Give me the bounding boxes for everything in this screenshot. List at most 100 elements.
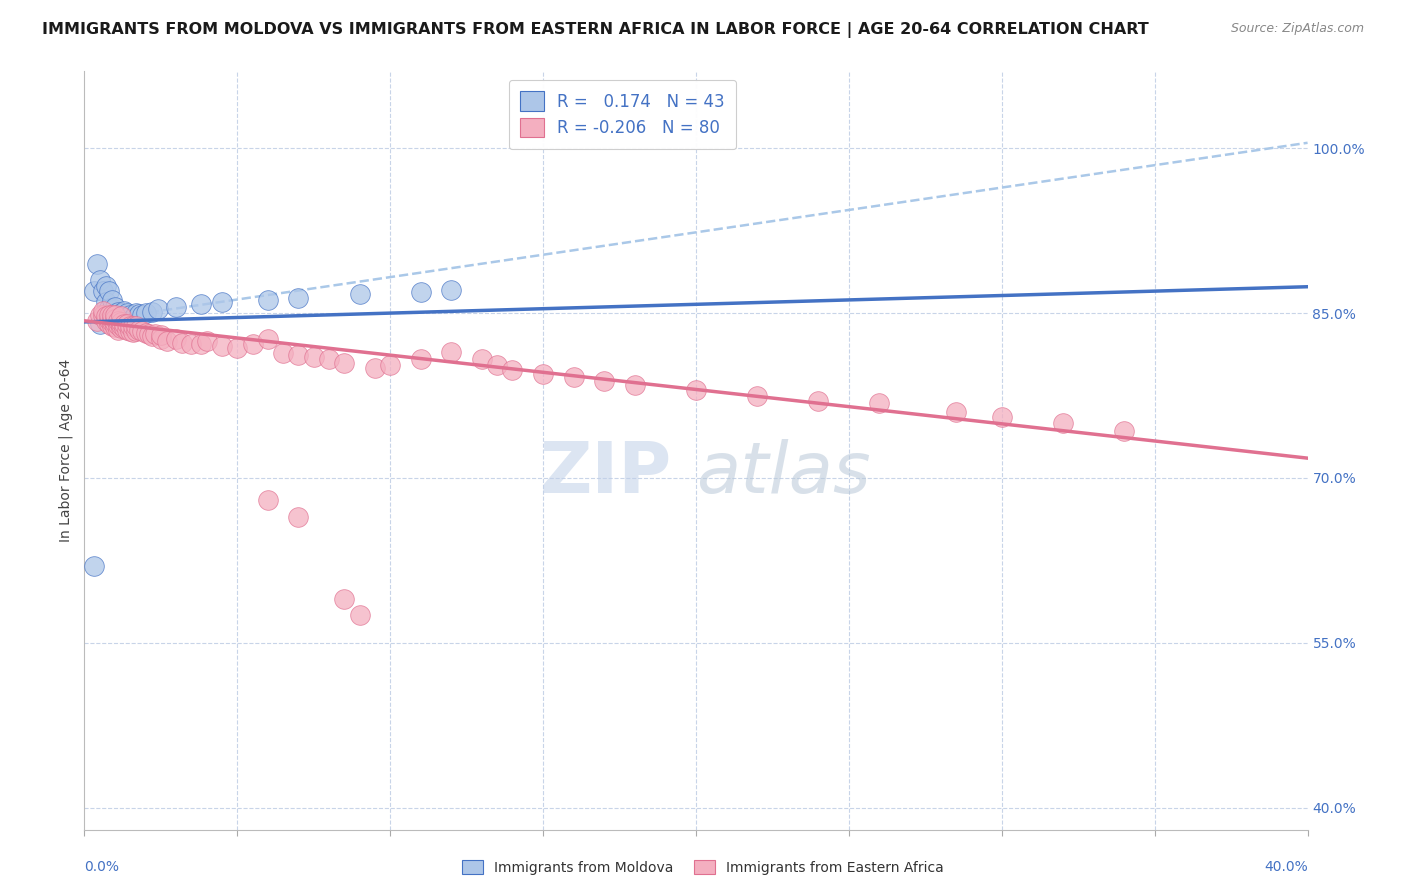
Point [115, 317, 138, 331]
Point [257, 492, 280, 507]
Point [141, 329, 163, 343]
Point [685, 383, 707, 397]
Point [110, 306, 132, 320]
Point [91, 284, 114, 298]
Point [135, 306, 157, 320]
Point [135, 326, 157, 340]
Point [257, 333, 280, 347]
Point [531, 367, 554, 381]
Point [120, 324, 142, 338]
Point [115, 311, 138, 326]
Point [172, 335, 194, 350]
Point [1114, 424, 1136, 438]
Text: atlas: atlas [696, 439, 870, 508]
Point [125, 310, 148, 325]
Point [104, 300, 127, 314]
Point [242, 337, 264, 351]
Point [125, 306, 148, 320]
Point [89, 273, 111, 287]
Point [409, 352, 432, 367]
Point [101, 311, 124, 326]
Point [869, 396, 891, 410]
Point [101, 301, 124, 315]
Point [131, 308, 153, 322]
Point [747, 388, 769, 402]
Point [115, 322, 138, 336]
Point [409, 285, 432, 300]
Point [101, 308, 124, 322]
Point [115, 306, 138, 320]
Point [104, 308, 127, 322]
Point [302, 350, 325, 364]
Point [110, 314, 132, 328]
Point [91, 304, 114, 318]
Point [86, 257, 108, 271]
Point [97, 308, 120, 322]
Point [101, 319, 124, 334]
Point [97, 317, 120, 331]
Point [349, 608, 371, 623]
Point [128, 322, 150, 336]
Point [471, 352, 494, 367]
Point [89, 308, 111, 322]
Point [125, 319, 148, 334]
Point [107, 305, 129, 319]
Text: Source: ZipAtlas.com: Source: ZipAtlas.com [1230, 22, 1364, 36]
Point [110, 321, 132, 335]
Point [257, 293, 280, 307]
Point [156, 334, 179, 348]
Point [94, 310, 117, 324]
Point [440, 344, 463, 359]
Point [94, 295, 117, 310]
Point [190, 337, 212, 351]
Point [101, 315, 124, 329]
Point [165, 300, 187, 314]
Point [486, 358, 509, 372]
Point [91, 308, 114, 322]
Point [120, 314, 142, 328]
Point [120, 308, 142, 322]
Point [112, 310, 135, 324]
Point [110, 310, 132, 324]
Point [86, 314, 108, 328]
Point [440, 283, 463, 297]
Point [101, 293, 124, 307]
Point [128, 307, 150, 321]
Point [349, 287, 371, 301]
Point [89, 317, 111, 331]
Point [112, 314, 135, 328]
Point [318, 352, 340, 367]
Point [287, 291, 309, 305]
Point [112, 304, 135, 318]
Point [226, 341, 249, 355]
Point [83, 558, 105, 573]
Legend: Immigrants from Moldova, Immigrants from Eastern Africa: Immigrants from Moldova, Immigrants from… [457, 855, 949, 880]
Point [502, 363, 524, 377]
Point [143, 326, 166, 341]
Point [333, 591, 356, 606]
Point [165, 333, 187, 347]
Point [149, 328, 172, 343]
Point [122, 319, 145, 334]
Point [211, 295, 233, 310]
Point [945, 405, 967, 419]
Point [101, 308, 124, 322]
Point [211, 339, 233, 353]
Point [138, 326, 160, 341]
Point [333, 355, 356, 369]
Text: 40.0%: 40.0% [1264, 860, 1308, 874]
Point [122, 310, 145, 325]
Point [141, 305, 163, 319]
Y-axis label: In Labor Force | Age 20-64: In Labor Force | Age 20-64 [59, 359, 73, 542]
Point [104, 311, 127, 326]
Point [195, 334, 218, 348]
Point [287, 510, 309, 524]
Point [94, 314, 117, 328]
Point [97, 301, 120, 315]
Point [380, 358, 402, 372]
Point [562, 369, 585, 384]
Point [107, 311, 129, 326]
Legend: R =   0.174   N = 43, R = -0.206   N = 80: R = 0.174 N = 43, R = -0.206 N = 80 [509, 79, 737, 149]
Point [107, 318, 129, 333]
Point [149, 333, 172, 347]
